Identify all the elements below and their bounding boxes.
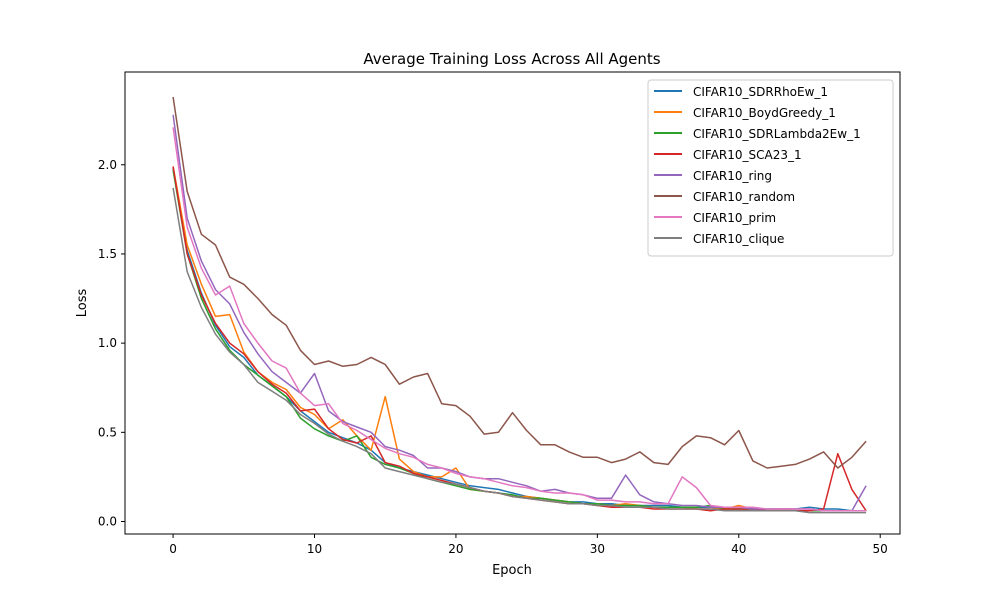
series-line — [172, 96, 867, 469]
axes: 0 10 20 30 40 50 0.0 0.5 1.0 1.5 2.0 — [98, 71, 901, 556]
legend-label: CIFAR10_ring — [693, 169, 772, 183]
chart-title: Average Training Loss Across All Agents — [363, 50, 660, 68]
legend-label: CIFAR10_BoydGreedy_1 — [693, 106, 836, 120]
x-tick-label: 50 — [873, 542, 888, 556]
x-tick-label: 10 — [307, 542, 322, 556]
legend-label: CIFAR10_prim — [693, 211, 776, 225]
y-tick-label: 1.5 — [98, 247, 117, 261]
series-line — [172, 114, 867, 512]
axes-frame — [124, 71, 901, 535]
y-tick-label: 0.0 — [98, 515, 117, 529]
x-tick-label: 40 — [731, 542, 746, 556]
legend-label: CIFAR10_SDRLambda2Ew_1 — [693, 127, 861, 141]
legend-label: CIFAR10_SDRRhoEw_1 — [693, 85, 828, 99]
y-axis-label: Loss — [75, 289, 90, 318]
x-tick-label: 30 — [590, 542, 605, 556]
legend-label: CIFAR10_random — [693, 190, 795, 204]
series-line — [172, 187, 867, 514]
x-tick-label: 0 — [169, 542, 177, 556]
plot-area — [172, 96, 867, 514]
y-tick-label: 2.0 — [98, 158, 117, 172]
series-line — [172, 127, 867, 512]
legend-label: CIFAR10_SCA23_1 — [693, 148, 802, 162]
legend: CIFAR10_SDRRhoEw_1 CIFAR10_BoydGreedy_1 CI… — [647, 79, 894, 257]
y-tick-label: 1.0 — [98, 336, 117, 350]
legend-box — [647, 79, 894, 257]
x-tick-label: 20 — [448, 542, 463, 556]
y-tick-label: 0.5 — [98, 425, 117, 439]
legend-label: CIFAR10_clique — [693, 232, 784, 246]
x-axis-label: Epoch — [492, 563, 532, 578]
